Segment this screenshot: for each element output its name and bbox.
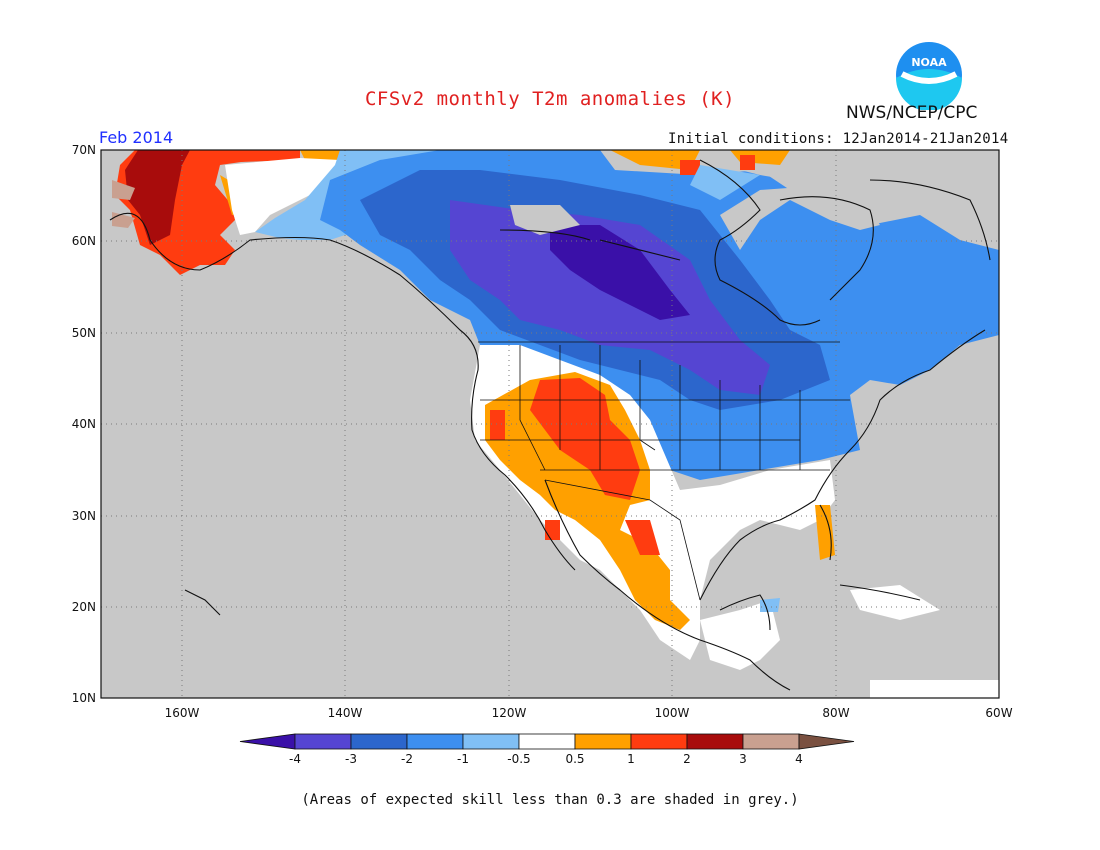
legend-swatch: [518, 733, 576, 750]
legend-swatch: [574, 733, 632, 750]
legend-swatch: [294, 733, 352, 750]
lon-label-60w: 60W: [985, 706, 1012, 720]
legend-label: 4: [795, 752, 803, 766]
legend-swatch: [630, 733, 688, 750]
legend-label: 0.5: [565, 752, 584, 766]
lat-label-60n: 60N: [72, 234, 96, 248]
legend-label: 3: [739, 752, 747, 766]
logo-text: NOAA: [911, 56, 947, 69]
lat-label-70n: 70N: [72, 143, 96, 157]
lat-label-10n: 10N: [72, 691, 96, 705]
lat-label-50n: 50N: [72, 326, 96, 340]
lon-label-120w: 120W: [492, 706, 527, 720]
legend-label: -0.5: [507, 752, 530, 766]
legend-label: -3: [345, 752, 357, 766]
lat-label-40n: 40N: [72, 417, 96, 431]
legend-arrow-high: [798, 733, 855, 750]
lon-label-80w: 80W: [822, 706, 849, 720]
legend-arrow-low: [239, 733, 296, 750]
coastlines: [109, 159, 991, 691]
skill-footnote: (Areas of expected skill less than 0.3 a…: [301, 792, 799, 808]
legend-swatch: [742, 733, 800, 750]
legend-label: 1: [627, 752, 635, 766]
map-frame: [100, 149, 1000, 699]
lon-label-160w: 160W: [165, 706, 200, 720]
legend-swatch: [350, 733, 408, 750]
lat-label-20n: 20N: [72, 600, 96, 614]
legend-label: 2: [683, 752, 691, 766]
political-borders: [478, 341, 850, 601]
color-legend: -4 -3 -2 -1 -0.5 0.5 1 2 3 4: [239, 733, 855, 766]
legend-swatch: [462, 733, 520, 750]
valid-month-label: Feb 2014: [99, 128, 174, 147]
legend-swatch: [406, 733, 464, 750]
initial-conditions-label: Initial conditions: 12Jan2014-21Jan2014: [668, 131, 1009, 147]
legend-label: -2: [401, 752, 413, 766]
legend-label: -1: [457, 752, 469, 766]
noaa-logo: NOAA: [894, 40, 964, 114]
lon-label-100w: 100W: [655, 706, 690, 720]
legend-swatch: [686, 733, 744, 750]
map-title: CFSv2 monthly T2m anomalies (K): [364, 88, 736, 110]
organization-label: NWS/NCEP/CPC: [846, 103, 978, 123]
lon-label-140w: 140W: [328, 706, 363, 720]
lat-label-30n: 30N: [72, 509, 96, 523]
legend-label: -4: [289, 752, 301, 766]
